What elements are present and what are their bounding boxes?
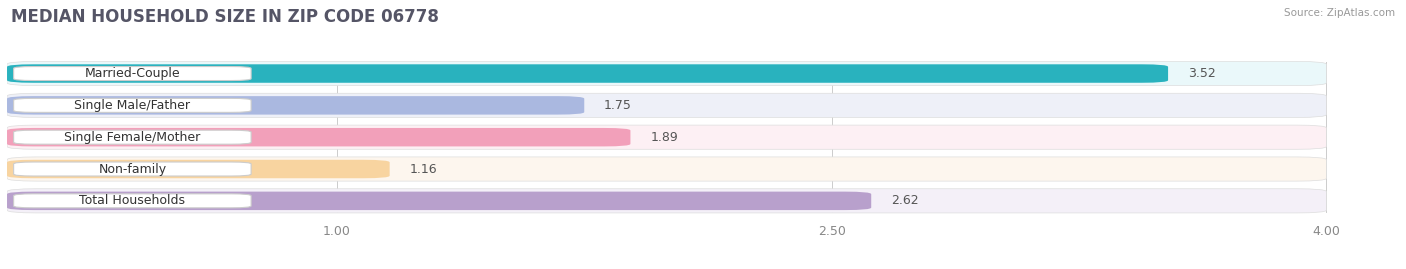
FancyBboxPatch shape <box>7 157 1326 181</box>
Text: Source: ZipAtlas.com: Source: ZipAtlas.com <box>1284 8 1395 18</box>
Text: 1.16: 1.16 <box>409 162 437 175</box>
FancyBboxPatch shape <box>7 96 585 115</box>
FancyBboxPatch shape <box>14 66 252 80</box>
Text: Married-Couple: Married-Couple <box>84 67 180 80</box>
Text: MEDIAN HOUSEHOLD SIZE IN ZIP CODE 06778: MEDIAN HOUSEHOLD SIZE IN ZIP CODE 06778 <box>11 8 439 26</box>
FancyBboxPatch shape <box>14 98 252 112</box>
FancyBboxPatch shape <box>7 64 1168 83</box>
FancyBboxPatch shape <box>7 189 1326 213</box>
FancyBboxPatch shape <box>14 130 252 144</box>
FancyBboxPatch shape <box>14 162 252 176</box>
Text: 3.52: 3.52 <box>1188 67 1216 80</box>
Text: Single Female/Mother: Single Female/Mother <box>65 131 201 144</box>
Text: Single Male/Father: Single Male/Father <box>75 99 190 112</box>
FancyBboxPatch shape <box>7 61 1326 86</box>
Text: Non-family: Non-family <box>98 162 166 175</box>
FancyBboxPatch shape <box>7 128 630 146</box>
FancyBboxPatch shape <box>7 93 1326 118</box>
FancyBboxPatch shape <box>14 194 252 208</box>
FancyBboxPatch shape <box>7 192 872 210</box>
Text: 1.75: 1.75 <box>605 99 631 112</box>
Text: 1.89: 1.89 <box>650 131 678 144</box>
FancyBboxPatch shape <box>7 160 389 178</box>
Text: 2.62: 2.62 <box>891 194 918 207</box>
FancyBboxPatch shape <box>7 125 1326 149</box>
Text: Total Households: Total Households <box>79 194 186 207</box>
